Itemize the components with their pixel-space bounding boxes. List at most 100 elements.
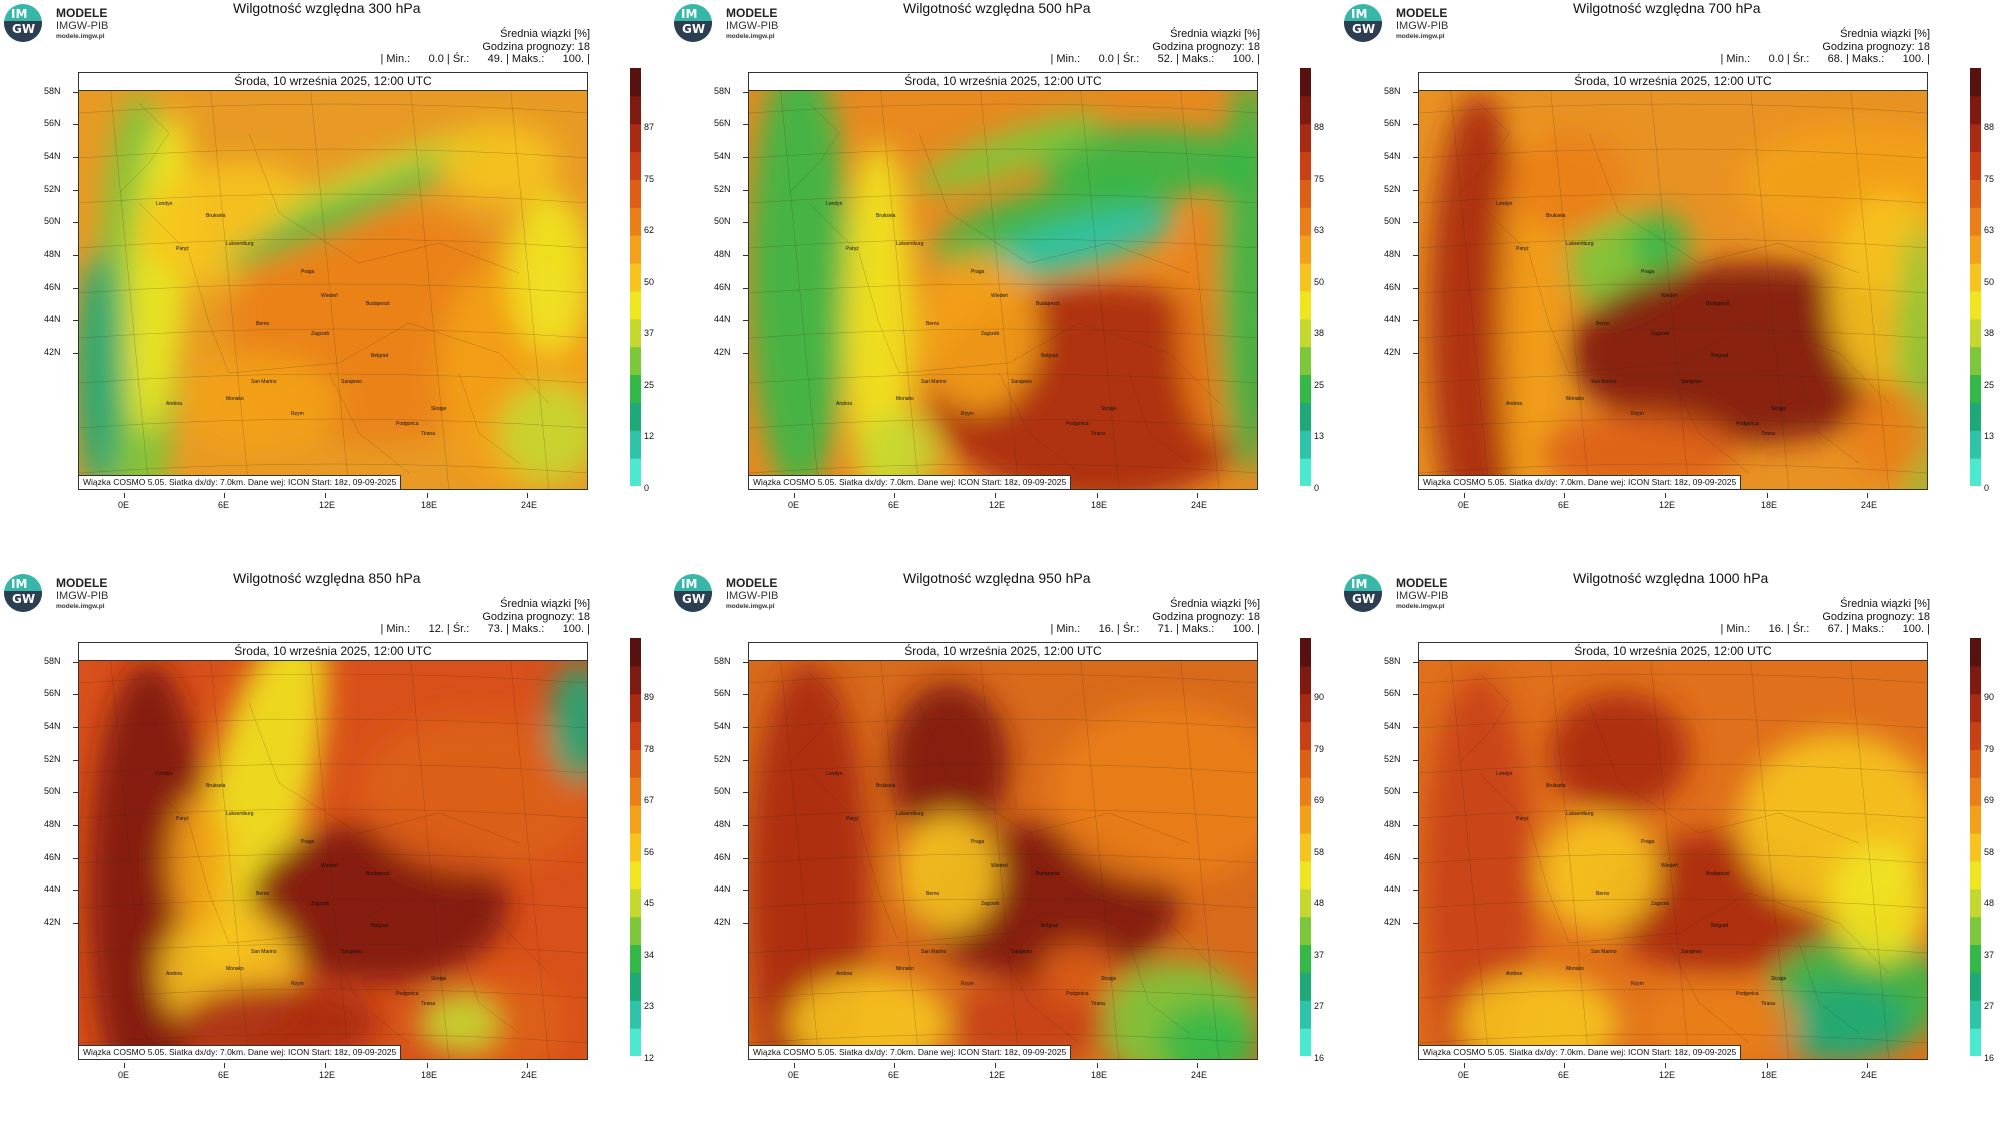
colorbar-swatch xyxy=(1970,68,1981,97)
forecast-hour: Godzina prognozy: 18 xyxy=(1822,40,1930,53)
city-label: Praga xyxy=(1641,839,1655,845)
stats-values: | Min.: 0.0 | Śr.: 68. | Maks.: 100. | xyxy=(1720,53,1930,65)
colorbar-swatch xyxy=(630,833,641,862)
logo-line2: IMGW-PIB xyxy=(1396,590,1449,602)
colorbar-label: 37 xyxy=(1314,949,1325,960)
city-label: San Marino xyxy=(921,379,947,385)
city-label: Paryż xyxy=(1516,246,1529,252)
colorbar-swatch xyxy=(630,638,641,667)
city-label: Luksemburg xyxy=(1566,811,1594,817)
stats-header: Średnia wiązki [%] xyxy=(1170,28,1260,40)
lat-tick-label: 46N xyxy=(1384,852,1418,862)
colorbar-swatch xyxy=(630,944,641,973)
city-label: Praga xyxy=(301,269,315,275)
colorbar-swatch xyxy=(630,805,641,834)
colorbar-swatch xyxy=(1300,235,1311,264)
colorbar-swatch xyxy=(1300,151,1311,180)
city-label: Wiedeń xyxy=(991,293,1008,299)
colorbar-swatch xyxy=(1300,693,1311,723)
city-label: Sarajewo xyxy=(1681,949,1702,955)
lat-tick-label: 56N xyxy=(714,688,748,698)
colorbar-swatch xyxy=(1970,693,1981,723)
stats-values: | Min.: 16. | Śr.: 71. | Maks.: 100. | xyxy=(1050,623,1260,635)
colorbar-swatch xyxy=(630,123,641,153)
humidity-field xyxy=(749,73,1257,489)
humidity-map: Londyn Bruksela Luksemburg Paryż Praga Wiedeń… xyxy=(748,642,1258,1060)
colorbar-swatch xyxy=(630,235,641,264)
city-label: Wiedeń xyxy=(991,863,1008,869)
city-label: Zagrzeb xyxy=(1651,901,1670,907)
city-label: San Marino xyxy=(251,379,277,385)
lat-tick-label: 44N xyxy=(1384,884,1418,894)
humidity-field xyxy=(1419,643,1927,1059)
colorbar-swatch xyxy=(630,346,641,376)
city-label: Wiedeń xyxy=(321,293,338,299)
colorbar-label: 16 xyxy=(1984,1052,1995,1063)
lon-tick-label: 12E xyxy=(1659,493,1676,510)
colorbar-label: 0 xyxy=(644,482,650,493)
imgw-logo-icon: IM GW xyxy=(4,574,42,612)
humidity-map: Londyn Bruksela Luksemburg Paryż Praga Wiedeń… xyxy=(78,642,588,1060)
colorbar-label: 75 xyxy=(1984,173,1995,184)
model-footer: Wiązka COSMO 5.05. Siatka dx/dy: 7.0km. … xyxy=(1419,475,1742,489)
colorbar xyxy=(1970,638,1981,1056)
city-label: Bruksela xyxy=(206,213,226,219)
city-label: Budapeszt xyxy=(1706,301,1730,307)
city-label: Luksemburg xyxy=(226,811,254,817)
city-label: San Marino xyxy=(251,949,277,955)
lat-tick-label: 54N xyxy=(44,721,78,731)
colorbar-swatch xyxy=(630,318,641,348)
colorbar-swatch xyxy=(1300,1000,1311,1029)
city-label: Andora xyxy=(1506,971,1523,977)
colorbar-swatch xyxy=(630,263,641,292)
colorbar-label: 79 xyxy=(1984,743,1995,754)
lat-tick-label: 56N xyxy=(44,688,78,698)
city-label: Berno xyxy=(926,321,940,327)
lat-tick-label: 56N xyxy=(1384,688,1418,698)
city-label: Praga xyxy=(1641,269,1655,275)
colorbar-label: 89 xyxy=(644,692,655,702)
colorbar-label: 90 xyxy=(1984,692,1995,702)
city-label: Belgrad xyxy=(1041,923,1059,929)
city-label: Belgrad xyxy=(371,923,389,929)
city-label: Wiedeń xyxy=(1661,293,1678,299)
colorbar-label: 88 xyxy=(1314,122,1325,132)
city-label: Monako xyxy=(1566,966,1584,972)
imgw-logo-icon: IM GW xyxy=(674,574,712,612)
city-label: Budapeszt xyxy=(1706,871,1730,877)
colorbar-swatch xyxy=(1970,290,1981,320)
colorbar-swatch xyxy=(1970,972,1981,1001)
logo-line1: MODELE xyxy=(1396,576,1448,590)
colorbar-swatch xyxy=(1300,346,1311,376)
model-footer: Wiązka COSMO 5.05. Siatka dx/dy: 7.0km. … xyxy=(749,1045,1072,1059)
colorbar-swatch xyxy=(1970,318,1981,348)
city-label: Belgrad xyxy=(1711,353,1729,359)
lat-tick-label: 50N xyxy=(1384,786,1418,796)
city-label: Luksemburg xyxy=(226,241,254,247)
colorbar-swatch xyxy=(630,777,641,806)
imgw-logo: IM GW MODELE IMGW-PIB modele.imgw.pl xyxy=(4,572,154,614)
city-label: Zagrzeb xyxy=(311,901,330,907)
colorbar-swatch xyxy=(1300,374,1311,403)
colorbar-label: 69 xyxy=(1314,795,1325,805)
valid-date: Środa, 10 września 2025, 12:00 UTC xyxy=(1419,73,1927,91)
city-label: Tirana xyxy=(421,1001,435,1007)
valid-date: Środa, 10 września 2025, 12:00 UTC xyxy=(1419,643,1927,661)
city-label: Podgorica xyxy=(396,991,419,997)
lon-tick-label: 6E xyxy=(1558,1063,1570,1080)
city-label: Berno xyxy=(1596,321,1610,327)
colorbar-swatch xyxy=(630,430,641,459)
colorbar-swatch xyxy=(1300,290,1311,320)
lat-tick-label: 52N xyxy=(44,754,78,764)
colorbar-label: 63 xyxy=(1984,225,1995,235)
city-label: Praga xyxy=(301,839,315,845)
map-panel: IM GW MODELE IMGW-PIB modele.imgw.pl Wilgotno… xyxy=(1340,570,2000,1130)
city-label: Luksemburg xyxy=(1566,241,1594,247)
humidity-field xyxy=(749,643,1257,1059)
humidity-map: Londyn Bruksela Luksemburg Paryż Praga Wiedeń… xyxy=(1418,642,1928,1060)
lon-tick-label: 0E xyxy=(1458,493,1470,510)
colorbar-label: 0 xyxy=(1984,482,1990,493)
colorbar xyxy=(1300,638,1311,1056)
city-label: Paryż xyxy=(1516,816,1529,822)
map-panel: IM GW MODELE IMGW-PIB modele.imgw.pl Wilgotno… xyxy=(670,570,1350,1130)
